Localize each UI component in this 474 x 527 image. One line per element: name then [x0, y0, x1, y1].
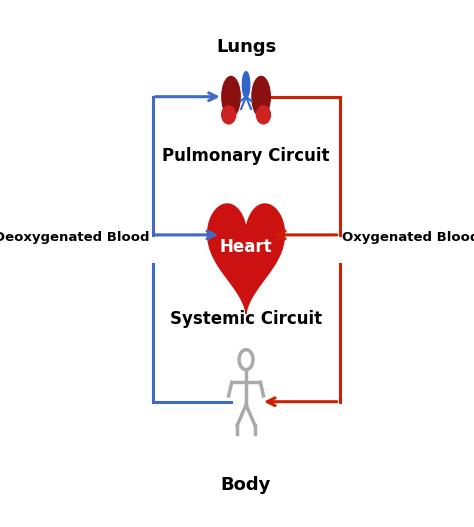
Text: Heart: Heart: [220, 238, 273, 256]
Polygon shape: [208, 204, 284, 314]
Text: Oxygenated Blood: Oxygenated Blood: [342, 231, 474, 244]
Ellipse shape: [242, 72, 250, 98]
Text: Body: Body: [221, 475, 271, 494]
Ellipse shape: [252, 76, 270, 117]
Ellipse shape: [222, 76, 240, 117]
Text: Systemic Circuit: Systemic Circuit: [170, 310, 322, 328]
Text: Deoxygenated Blood: Deoxygenated Blood: [0, 231, 150, 244]
Ellipse shape: [222, 106, 236, 124]
Text: Lungs: Lungs: [216, 38, 276, 56]
Text: Pulmonary Circuit: Pulmonary Circuit: [162, 147, 330, 165]
Ellipse shape: [256, 106, 271, 124]
